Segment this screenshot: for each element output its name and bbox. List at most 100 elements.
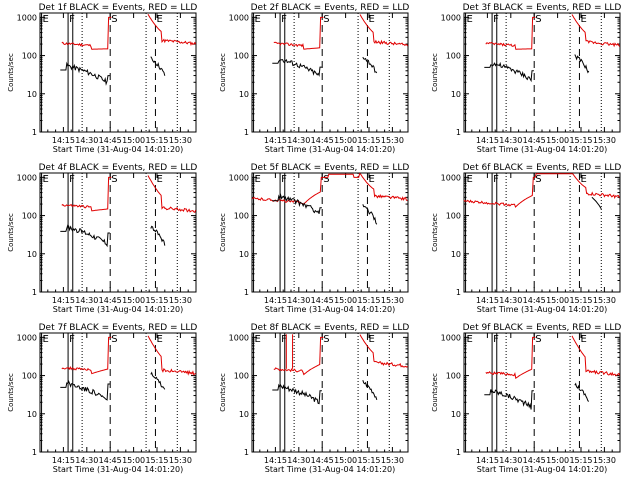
x-tick-label: 15:00 <box>122 296 145 305</box>
lld-series-line <box>273 16 324 50</box>
y-tick-label: 1000 <box>441 13 461 22</box>
x-tick-label: 15:15 <box>569 456 592 465</box>
x-tick-label: 15:15 <box>357 136 380 145</box>
marker-label: E <box>156 14 162 25</box>
x-tick-label: 14:30 <box>499 456 522 465</box>
marker-label: F <box>69 14 75 25</box>
y-tick-label: 1000 <box>229 173 249 182</box>
events-series-line <box>484 61 534 83</box>
chart-panel-9: Det 9f BLACK = Events, RED = LLD 1 10 100 10… <box>431 323 621 474</box>
x-tick-label: 15:30 <box>381 456 404 465</box>
y-axis-label: Counts/sec <box>219 53 227 92</box>
y-tick-label: 10 <box>451 410 461 419</box>
y-axis-label: Counts/sec <box>219 213 227 252</box>
events-series-line <box>150 371 166 390</box>
y-tick-label: 10 <box>451 90 461 99</box>
x-tick-label: 14:30 <box>287 456 310 465</box>
chart-title: Det 6f BLACK = Events, RED = LLD <box>463 163 622 173</box>
events-series-line <box>60 380 110 401</box>
lld-series-line <box>463 173 620 208</box>
y-tick-label: 100 <box>22 52 37 61</box>
plot-frame <box>251 332 409 453</box>
marker-label: F <box>69 334 75 345</box>
lld-series-line <box>359 14 409 47</box>
x-tick-label: 15:30 <box>381 296 404 305</box>
y-tick-label: 1 <box>32 288 37 297</box>
events-series-line <box>272 58 322 77</box>
y-tick-label: 1 <box>456 448 461 457</box>
x-tick-label: 14:15 <box>264 136 287 145</box>
marker-label: F <box>493 174 499 185</box>
lld-series-line <box>571 14 621 48</box>
x-tick-label: 14:45 <box>99 136 122 145</box>
marker-label: S <box>111 14 117 25</box>
y-axis-label: Counts/sec <box>219 373 227 412</box>
chart-panel-4: Det 4f BLACK = Events, RED = LLD 1 10 100 10… <box>7 163 197 314</box>
y-tick-label: 10 <box>27 90 37 99</box>
x-tick-label: 14:30 <box>75 296 98 305</box>
y-tick-label: 10 <box>239 90 249 99</box>
x-tick-label: 14:30 <box>75 456 98 465</box>
y-tick-label: 1 <box>32 448 37 457</box>
chart-title: Det 7f BLACK = Events, RED = LLD <box>39 323 198 333</box>
x-tick-label: 14:45 <box>311 456 334 465</box>
chart-panel-1: Det 1f BLACK = Events, RED = LLD 1 10 100 10… <box>7 3 197 154</box>
x-axis-label: Start Time (31-Aug-04 14:01:20) <box>53 305 184 314</box>
lld-series-line <box>359 334 408 368</box>
x-tick-label: 14:30 <box>287 136 310 145</box>
x-tick-label: 14:45 <box>523 296 546 305</box>
y-tick-label: 1000 <box>229 13 249 22</box>
marker-label: S <box>323 174 329 185</box>
lld-series-line <box>147 13 197 46</box>
y-tick-label: 1 <box>244 288 249 297</box>
plot-frame <box>39 332 197 453</box>
marker-label: S <box>111 174 117 185</box>
events-series-line <box>362 56 378 74</box>
chart-panel-8: Det 8f BLACK = Events, RED = LLD 1 10 100 10… <box>219 323 409 474</box>
chart-title: Det 9f BLACK = Events, RED = LLD <box>463 323 622 333</box>
plot-frame <box>39 172 197 293</box>
marker-label: E <box>156 174 162 185</box>
y-tick-label: 10 <box>451 250 461 259</box>
x-tick-label: 15:00 <box>546 296 569 305</box>
marker-label: E <box>580 334 586 345</box>
chart-panel-3: Det 3f BLACK = Events, RED = LLD 1 10 100 10… <box>431 3 621 154</box>
lld-series-line <box>485 16 536 50</box>
events-series-line <box>362 204 378 225</box>
chart-panel-5: Det 5f BLACK = Events, RED = LLD 1 10 100 10… <box>219 163 409 314</box>
lld-series-line <box>61 16 112 50</box>
y-tick-label: 1 <box>244 448 249 457</box>
events-series-line <box>574 54 590 74</box>
marker-label: E <box>467 174 473 185</box>
x-tick-label: 15:30 <box>169 296 192 305</box>
marker-label: F <box>281 174 287 185</box>
y-tick-label: 1 <box>456 288 461 297</box>
x-tick-label: 15:15 <box>145 136 168 145</box>
marker-label: F <box>69 174 75 185</box>
y-tick-label: 100 <box>234 212 249 221</box>
lld-series-line <box>571 335 621 377</box>
x-tick-label: 14:45 <box>311 136 334 145</box>
x-axis-label: Start Time (31-Aug-04 14:01:20) <box>265 465 396 474</box>
events-series-line <box>150 225 166 246</box>
x-tick-label: 14:30 <box>499 296 522 305</box>
x-tick-label: 14:45 <box>523 136 546 145</box>
chart-title: Det 1f BLACK = Events, RED = LLD <box>39 3 198 13</box>
y-tick-label: 10 <box>239 410 249 419</box>
x-axis-label: Start Time (31-Aug-04 14:01:20) <box>265 145 396 154</box>
x-tick-label: 15:00 <box>334 136 357 145</box>
x-tick-label: 15:30 <box>593 456 616 465</box>
y-tick-label: 100 <box>234 372 249 381</box>
x-tick-label: 14:15 <box>52 296 75 305</box>
lld-series-line <box>61 336 112 375</box>
marker-label: S <box>323 14 329 25</box>
marker-label: E <box>255 14 261 25</box>
y-tick-label: 1 <box>32 128 37 137</box>
y-tick-label: 100 <box>446 372 461 381</box>
x-tick-label: 14:15 <box>476 136 499 145</box>
marker-label: S <box>323 334 329 345</box>
x-tick-label: 15:00 <box>122 456 145 465</box>
chart-title: Det 4f BLACK = Events, RED = LLD <box>39 163 198 173</box>
chart-panel-7: Det 7f BLACK = Events, RED = LLD 1 10 100 10… <box>7 323 197 474</box>
